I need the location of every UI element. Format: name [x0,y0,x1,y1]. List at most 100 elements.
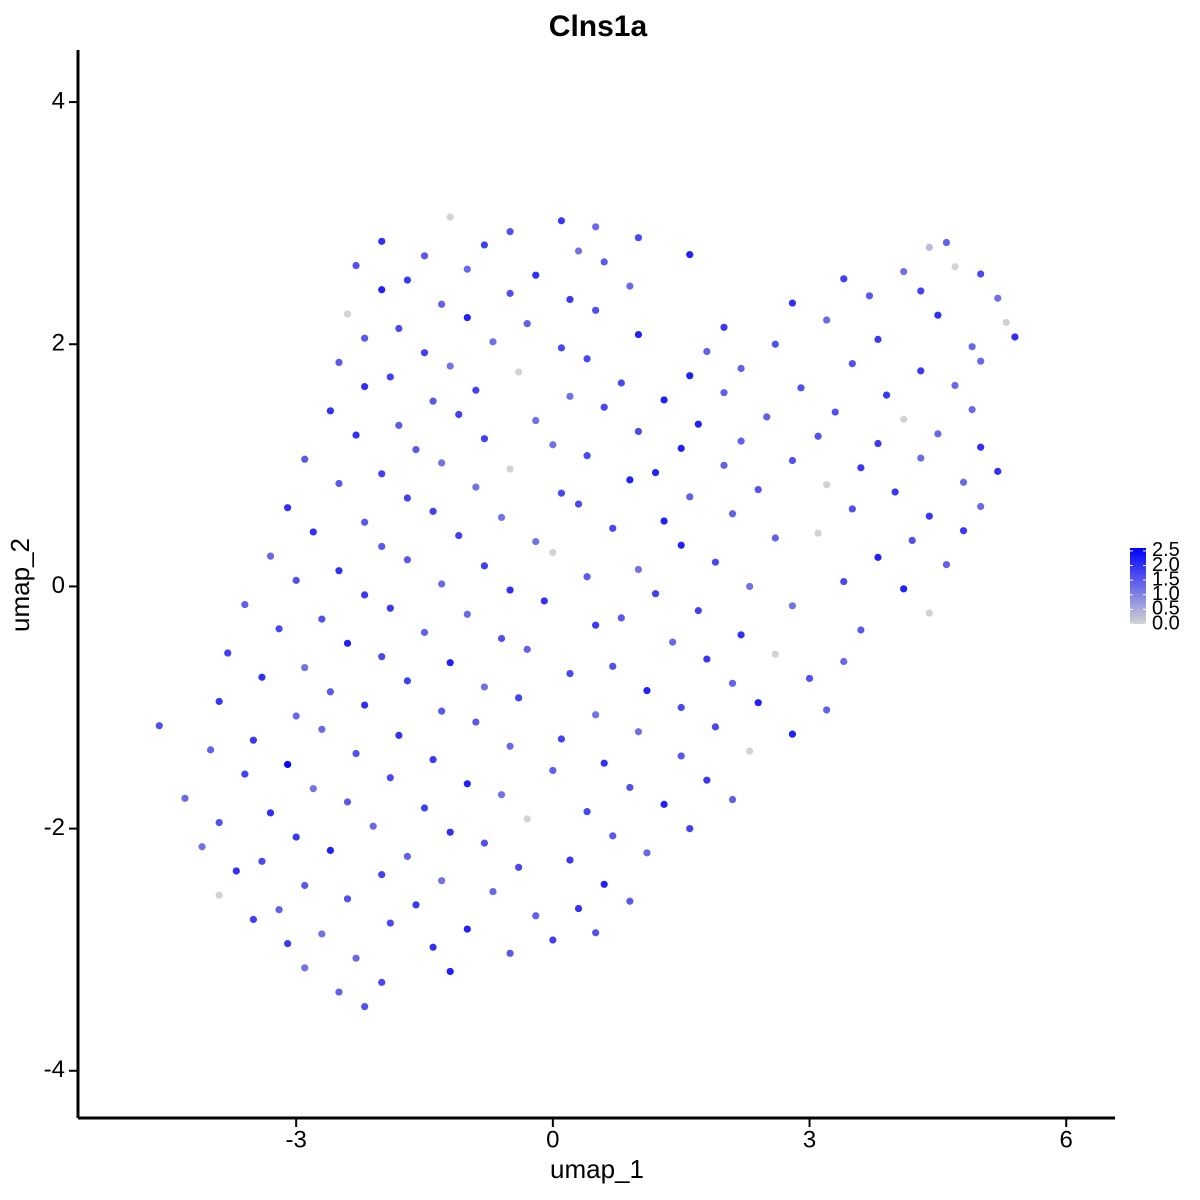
point [472,483,480,491]
point [925,512,933,520]
point [361,591,369,599]
point [463,265,471,273]
x-axis-label: umap_1 [550,1154,644,1184]
point [634,234,643,242]
point [788,602,797,610]
point [472,386,480,394]
point [258,673,266,681]
point [284,504,292,512]
x-tick-label: 0 [546,1126,559,1153]
point [840,275,848,283]
point [378,653,386,661]
point [857,464,865,472]
point [634,728,643,736]
point [532,271,540,279]
point [378,470,386,478]
point [823,706,831,714]
point [643,849,651,857]
y-axis-label: umap_2 [5,538,35,632]
point [728,795,737,804]
point [626,783,634,792]
colorbar-label: 2.0 [1152,554,1180,576]
point [292,576,300,584]
point [455,531,463,540]
point [720,323,728,331]
point [686,251,694,259]
point [215,891,223,899]
point [643,686,651,695]
point [480,683,489,691]
point [583,573,591,581]
point [420,349,429,357]
colorbar-label: 2.5 [1152,539,1180,561]
point [480,839,489,847]
point [942,238,951,247]
point [284,760,292,769]
point [386,774,394,782]
point [403,494,412,502]
point [309,528,317,536]
point [446,213,454,221]
point [728,679,737,687]
point [378,542,386,551]
point [506,742,514,750]
point [249,915,258,924]
y-tick-label: 2 [52,330,65,357]
point [412,901,420,909]
point [326,688,335,696]
point [583,355,591,363]
point [592,929,600,937]
point [557,735,566,743]
point [258,857,266,865]
point [677,703,685,712]
point [805,674,814,683]
point [583,808,591,816]
point [284,940,292,948]
point [703,776,711,784]
point [959,527,968,535]
point [292,833,300,841]
point [583,452,591,460]
x-tick-label: 6 [1060,1126,1073,1153]
point [241,600,249,609]
point [515,863,523,871]
point [232,867,240,875]
point [788,299,797,307]
point [925,609,933,617]
point [292,712,300,720]
point [429,755,437,764]
point [403,276,412,284]
point [489,887,497,896]
point [634,427,643,436]
point [361,518,369,526]
point [446,828,454,836]
point [600,258,608,266]
point [532,912,540,920]
point [968,406,976,414]
point [917,454,925,462]
point [728,510,737,518]
point [352,954,360,962]
point [677,752,685,760]
point [438,707,446,715]
point [600,880,608,888]
point [797,384,805,392]
colorbar-label: 0.0 [1152,612,1180,634]
point [951,381,959,390]
point [301,663,309,672]
point [403,852,412,861]
point [532,416,540,425]
point [540,597,548,605]
colorbar-label: 1.5 [1152,568,1180,590]
point [600,759,608,767]
point [874,439,882,448]
point [592,711,600,719]
colorbar: 0.00.51.01.52.02.5 [1130,539,1180,634]
point [497,791,506,799]
point [566,392,574,400]
point [506,949,514,957]
colorbar-label: 1.0 [1152,583,1180,605]
point [746,747,754,755]
point [694,420,702,428]
point [489,338,497,346]
